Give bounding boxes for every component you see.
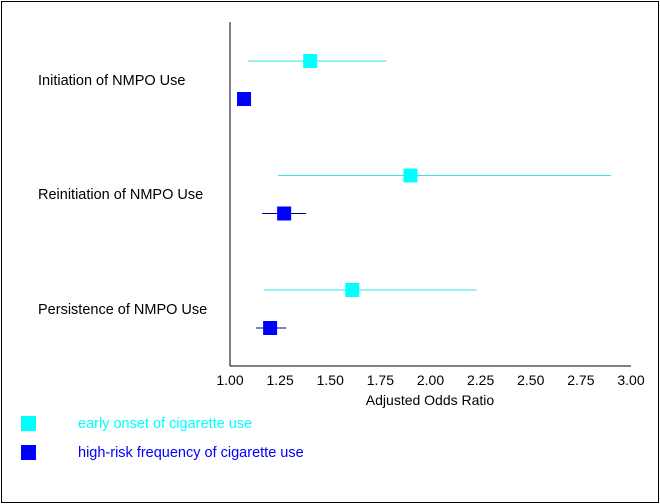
estimate-marker-early-onset-initiation: [303, 54, 318, 68]
x-tick-label: 2.00: [417, 372, 444, 388]
x-tick-label: 3.00: [617, 372, 644, 388]
estimate-marker-early-onset-persistence: [345, 283, 360, 297]
data-marks: [237, 54, 611, 335]
legend-label-high-risk: high-risk frequency of cigarette use: [78, 445, 304, 461]
category-label-persistence: Persistence of NMPO Use: [38, 302, 207, 318]
x-tick-label: 1.25: [267, 372, 294, 388]
x-axis-title: Adjusted Odds Ratio: [366, 392, 495, 408]
legend-swatch-early-onset: [21, 416, 36, 431]
estimate-marker-high-risk-initiation: [237, 92, 252, 106]
estimate-marker-high-risk-persistence: [263, 321, 278, 335]
x-tick-label: 1.50: [317, 372, 344, 388]
x-tick-labels: 1.00 1.25 1.50 1.75 2.00 2.25 2.50 2.75 …: [216, 372, 644, 388]
legend-swatch-high-risk: [21, 445, 36, 460]
category-label-initiation: Initiation of NMPO Use: [38, 73, 185, 89]
x-tick-label: 2.25: [467, 372, 494, 388]
x-tick-label: 1.00: [216, 372, 243, 388]
legend-label-early-onset: early onset of cigarette use: [78, 416, 252, 432]
x-tick-label: 1.75: [367, 372, 394, 388]
category-label-reinitiation: Reinitiation of NMPO Use: [38, 187, 203, 203]
estimate-marker-early-onset-reinitiation: [403, 168, 418, 183]
x-tick-label: 2.75: [567, 372, 594, 388]
legend: early onset of cigarette use high-risk f…: [21, 416, 304, 461]
x-tick-label: 2.50: [517, 372, 544, 388]
estimate-marker-high-risk-reinitiation: [277, 206, 292, 221]
